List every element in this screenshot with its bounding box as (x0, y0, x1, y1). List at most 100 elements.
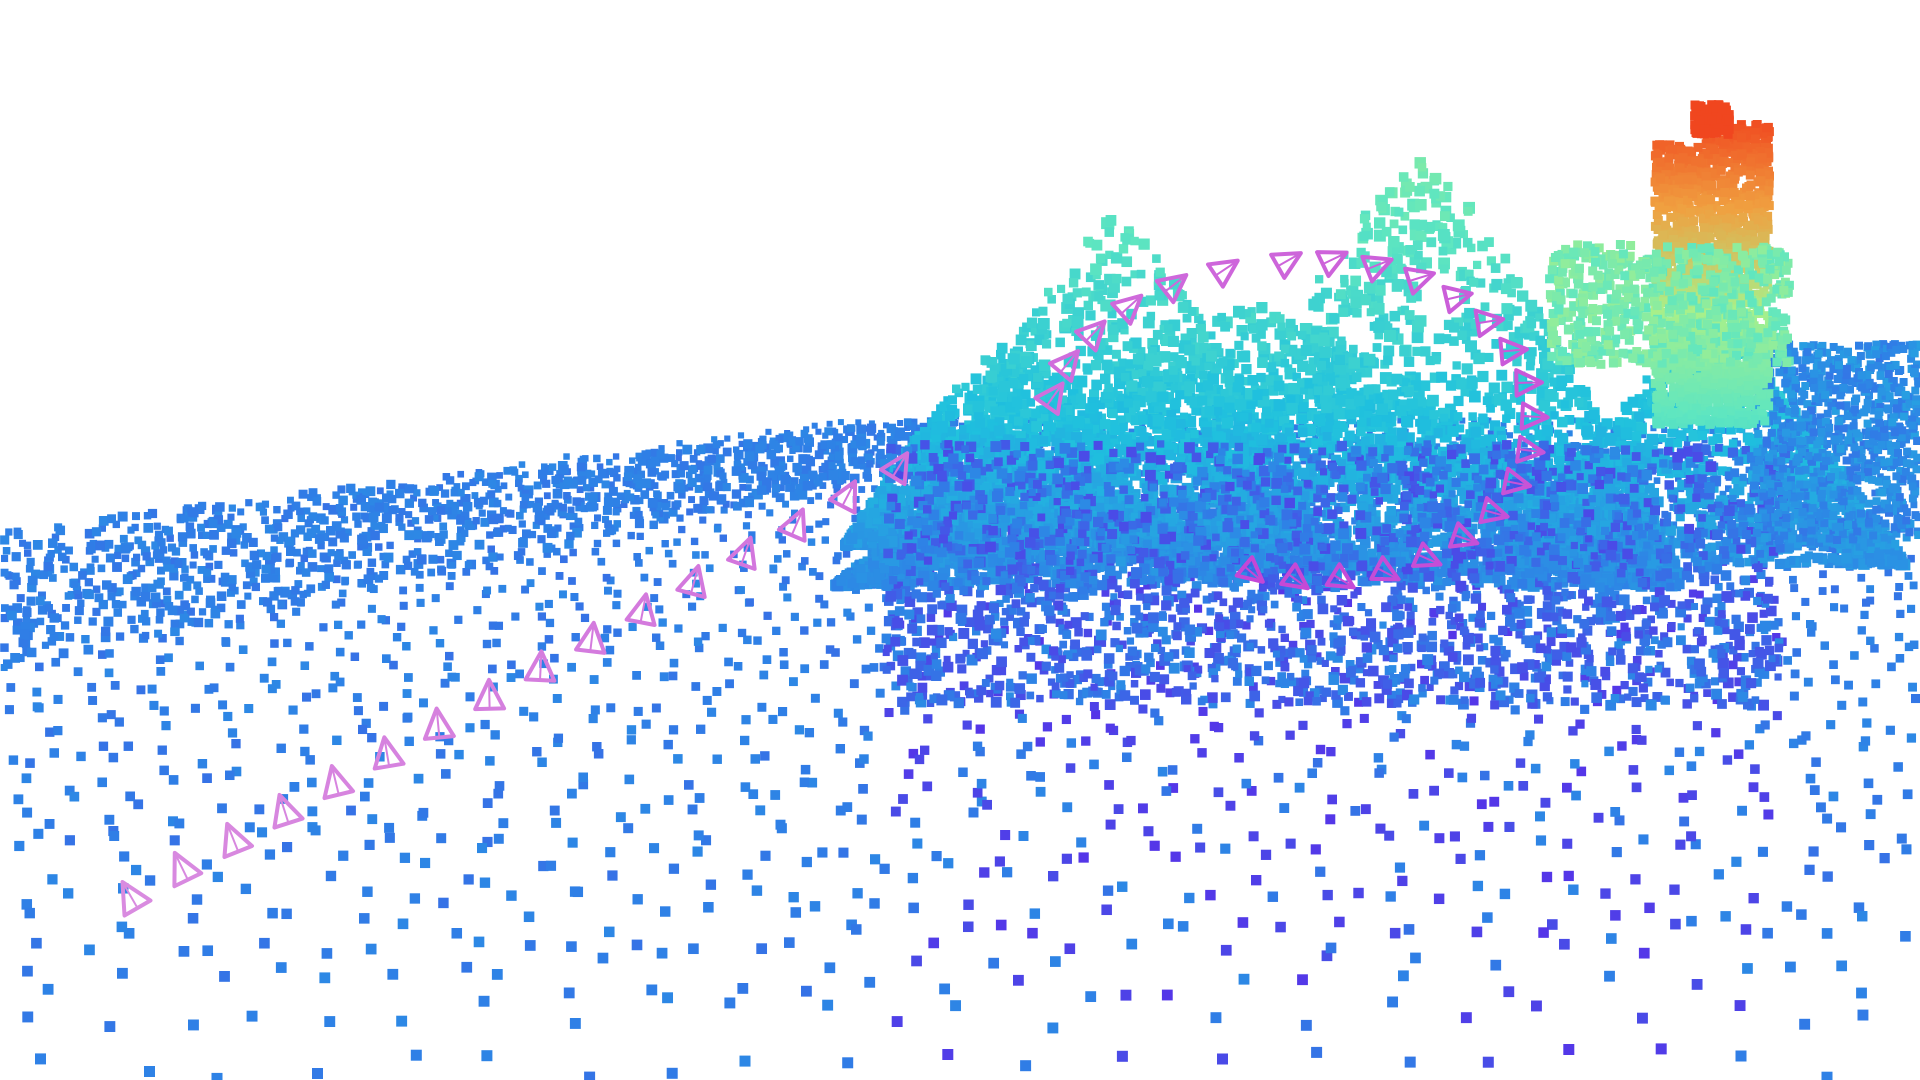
voxel-point (1692, 721, 1702, 731)
voxel-point (1334, 502, 1342, 510)
voxel-point (120, 544, 130, 554)
voxel-point (1868, 448, 1876, 455)
voxel-point (610, 497, 620, 507)
voxel-point (1611, 847, 1622, 858)
voxel-point (1404, 1056, 1416, 1068)
voxel-point (1509, 622, 1519, 632)
voxel-point (719, 472, 727, 480)
voxel-point (842, 550, 851, 558)
voxel-point (283, 638, 292, 648)
voxel-point (180, 600, 189, 609)
voxel-point (364, 839, 375, 850)
voxel-point (842, 1057, 854, 1069)
voxel-point (693, 830, 704, 841)
voxel-point (300, 746, 310, 757)
voxel-point (602, 658, 612, 667)
voxel-point (1197, 748, 1207, 758)
voxel-point (268, 572, 279, 583)
voxel-point (452, 550, 462, 561)
voxel-point (387, 968, 399, 980)
voxel-point (659, 672, 669, 682)
voxel-point (451, 928, 463, 939)
voxel-point (341, 578, 349, 586)
voxel-point (1900, 931, 1911, 942)
voxel-point (1651, 595, 1660, 604)
voxel-point (481, 478, 490, 486)
voxel-point (1110, 252, 1123, 264)
voxel-point (1300, 1019, 1312, 1031)
voxel-point (216, 523, 226, 533)
voxel-point (360, 540, 368, 549)
voxel-point (1701, 437, 1708, 444)
voxel-point (701, 632, 710, 641)
voxel-point (462, 482, 470, 491)
voxel-point (469, 479, 477, 487)
voxel-point (1530, 763, 1541, 774)
voxel-point (402, 642, 411, 651)
voxel-point (637, 457, 647, 466)
voxel-point (1500, 422, 1507, 429)
voxel-point (168, 775, 179, 785)
voxel-point (629, 457, 636, 464)
voxel-point (346, 483, 356, 494)
voxel-point (676, 440, 683, 447)
voxel-point (25, 758, 35, 768)
voxel-point (1503, 781, 1514, 791)
voxel-point (907, 872, 919, 884)
voxel-point (1038, 306, 1048, 316)
voxel-point (516, 511, 524, 520)
voxel-point (1145, 295, 1156, 306)
voxel-point (770, 790, 781, 800)
voxel-point (738, 498, 748, 508)
voxel-point (10, 653, 21, 663)
voxel-point (381, 616, 391, 625)
voxel-point (887, 610, 896, 619)
voxel-point (1451, 739, 1462, 750)
voxel-point (1002, 867, 1013, 878)
voxel-point (1273, 772, 1284, 783)
voxel-point (1085, 310, 1096, 321)
voxel-point (290, 529, 299, 538)
voxel-point (1081, 736, 1091, 746)
voxel-point (557, 507, 567, 517)
voxel-point (274, 523, 283, 532)
voxel-point (1820, 641, 1829, 650)
voxel-point (259, 937, 270, 949)
voxel-point (762, 478, 772, 488)
voxel-point (1102, 885, 1114, 896)
voxel-point (261, 516, 269, 525)
voxel-point (1740, 924, 1752, 935)
voxel-point (285, 536, 295, 546)
voxel-point (305, 642, 314, 651)
voxel-point (779, 582, 788, 591)
voxel-point (1466, 713, 1477, 723)
voxel-point (535, 602, 544, 611)
voxel-point (359, 913, 370, 924)
voxel-point (1830, 585, 1839, 594)
voxel-point (1101, 904, 1112, 916)
voxel-point (1038, 359, 1051, 372)
voxel-point (863, 731, 873, 741)
voxel-point (1027, 927, 1038, 939)
voxel-point (266, 604, 276, 614)
voxel-point (1632, 656, 1642, 665)
voxel-point (674, 624, 683, 633)
voxel-point (1154, 716, 1164, 726)
ground-points (0, 411, 1920, 1080)
voxel-point (605, 493, 613, 501)
voxel-point (445, 476, 455, 485)
voxel-point (1149, 840, 1160, 851)
voxel-point (460, 496, 469, 505)
voxel-point (164, 653, 173, 663)
voxel-point (396, 1015, 408, 1027)
voxel-point (101, 626, 111, 636)
voxel-point (377, 615, 386, 624)
voxel-point (115, 587, 124, 596)
voxel-point (976, 778, 987, 789)
voxel-point (1169, 352, 1179, 362)
voxel-point (488, 664, 497, 674)
voxel-point (108, 752, 119, 763)
voxel-point (1893, 762, 1903, 772)
